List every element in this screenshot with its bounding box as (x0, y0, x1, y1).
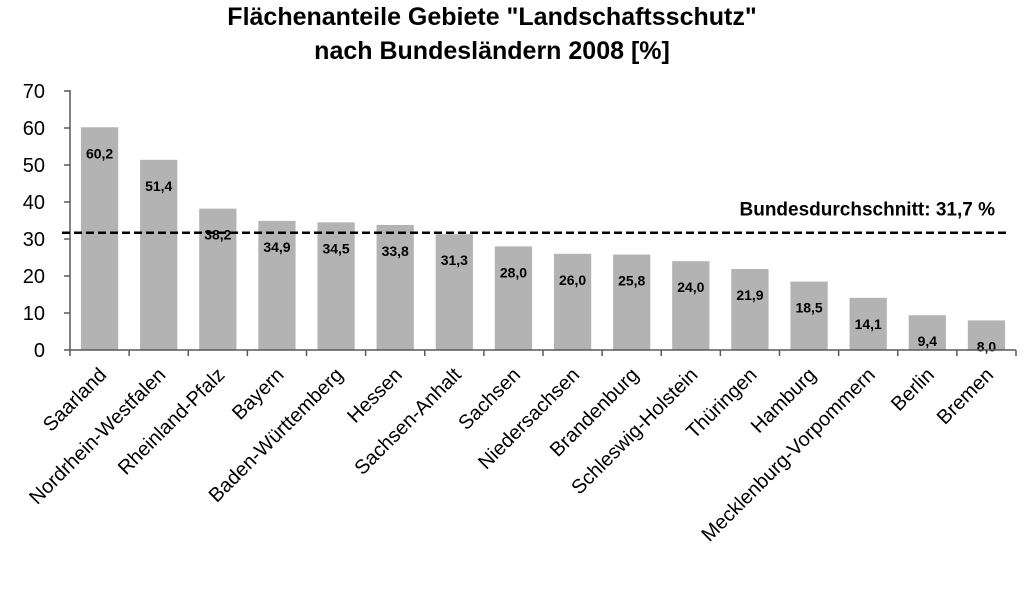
bar-value-label-11: 21,9 (736, 287, 763, 303)
bar-14 (908, 315, 946, 350)
bar-value-label-7: 28,0 (500, 264, 527, 280)
bar-15 (967, 320, 1006, 350)
x-axis: SaarlandNordrhein-WestfalenRheinland-Pfa… (25, 349, 1017, 546)
average-line-label: Bundesdurchschnitt: 31,7 % (740, 200, 996, 221)
y-tick-label-4: 40 (23, 192, 45, 214)
x-tick-label-2: Rheinland-Pfalz (114, 364, 229, 479)
bar-7 (494, 246, 533, 350)
bar-6 (435, 234, 473, 350)
chart-title: Flächenanteile Gebiete "Landschaftsschut… (227, 3, 756, 65)
bar-0 (80, 127, 119, 350)
y-tick-label-1: 10 (23, 303, 45, 325)
bar-value-label-9: 25,8 (618, 273, 645, 289)
bar-value-label-14: 9,4 (918, 333, 938, 349)
bar-9 (613, 254, 651, 350)
bar-value-label-0: 60,2 (86, 145, 113, 161)
bar-value-label-8: 26,0 (559, 272, 586, 288)
y-tick-label-5: 50 (23, 155, 45, 177)
bar-10 (672, 261, 710, 350)
bar-value-label-12: 18,5 (795, 300, 822, 316)
bar-11 (731, 268, 769, 350)
y-tick-label-7: 70 (23, 81, 45, 103)
x-tick-label-8: Niedersachsen (474, 364, 584, 474)
bar-8 (553, 253, 592, 350)
y-tick-label-2: 20 (23, 266, 45, 288)
x-tick-label-14: Berlin (887, 364, 939, 416)
bar-value-label-15: 8,0 (977, 338, 997, 354)
bar-value-label-4: 34,5 (322, 240, 349, 256)
bar-4 (317, 222, 355, 350)
bar-value-label-13: 14,1 (855, 316, 882, 332)
x-tick-label-6: Sachsen-Anhalt (350, 364, 466, 480)
bar-value-label-6: 31,3 (441, 252, 468, 268)
y-axis: 0 10 20 30 40 50 60 70 (23, 81, 71, 362)
bar-13 (849, 297, 887, 350)
bar-5 (376, 224, 414, 350)
bar-value-label-10: 24,0 (677, 279, 704, 295)
x-tick-label-15: Bremen (933, 364, 998, 429)
chart-title-line-1: Flächenanteile Gebiete "Landschaftsschut… (227, 3, 756, 31)
average-reference-line: Bundesdurchschnitt: 31,7 % (62, 200, 1008, 234)
bar-1 (140, 159, 178, 350)
y-tick-label-6: 60 (23, 118, 45, 140)
bar-value-label-5: 33,8 (382, 243, 409, 259)
y-tick-label-3: 30 (23, 229, 45, 251)
chart-title-line-2: nach Bundesländern 2008 [%] (314, 37, 670, 65)
bars-group: 60,2 51,4 38,2 34,9 34,5 33,8 31,3 28,0 26,0 25,8… (80, 127, 1006, 354)
y-tick-label-0: 0 (34, 340, 45, 362)
bar-value-label-2: 38,2 (204, 227, 231, 243)
bar-value-label-1: 51,4 (145, 178, 172, 194)
bar-3 (258, 220, 296, 350)
bar-value-label-3: 34,9 (263, 239, 290, 255)
bar-12 (790, 281, 828, 350)
